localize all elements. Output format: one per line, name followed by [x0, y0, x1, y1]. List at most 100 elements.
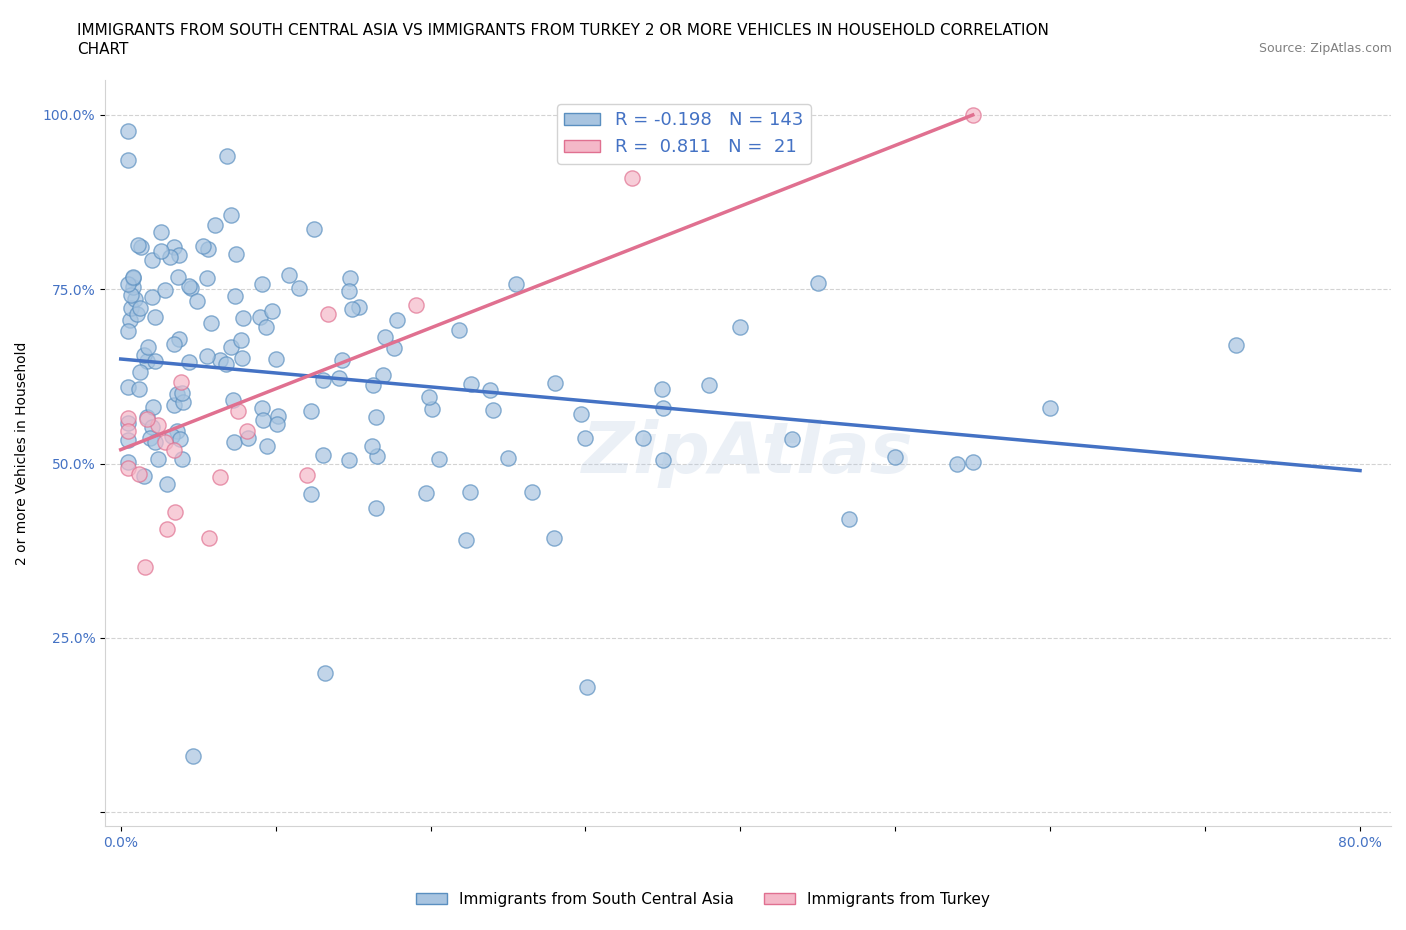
Point — [962, 108, 984, 123]
Point — [301, 404, 323, 418]
Point — [186, 294, 208, 309]
Point — [215, 149, 238, 164]
Point — [155, 434, 177, 449]
Point — [163, 504, 186, 519]
Point — [198, 530, 221, 545]
Point — [129, 300, 152, 315]
Point — [132, 347, 155, 362]
Point — [167, 270, 190, 285]
Point — [838, 512, 860, 526]
Point — [149, 244, 172, 259]
Point — [146, 418, 169, 432]
Point — [200, 315, 222, 330]
Point — [256, 438, 278, 453]
Point — [117, 415, 139, 430]
Point — [143, 434, 166, 449]
Point — [159, 250, 181, 265]
Point — [571, 406, 593, 421]
Point — [574, 431, 596, 445]
Point — [136, 353, 159, 368]
Point — [124, 291, 146, 306]
Point — [128, 467, 150, 482]
Point — [427, 452, 450, 467]
Point — [371, 367, 394, 382]
Y-axis label: 2 or more Vehicles in Household: 2 or more Vehicles in Household — [15, 341, 30, 565]
Point — [651, 453, 673, 468]
Point — [127, 237, 149, 252]
Point — [236, 423, 259, 438]
Point — [120, 287, 142, 302]
Point — [231, 351, 253, 365]
Point — [197, 242, 219, 257]
Point — [884, 449, 907, 464]
Point — [169, 432, 191, 446]
Point — [117, 460, 139, 475]
Point — [142, 399, 165, 414]
Point — [478, 383, 501, 398]
Point — [238, 431, 260, 445]
Point — [169, 375, 191, 390]
Point — [458, 485, 481, 499]
Point — [544, 376, 567, 391]
Point — [128, 381, 150, 396]
Point — [141, 419, 163, 434]
Point — [134, 560, 156, 575]
Point — [143, 310, 166, 325]
Point — [117, 379, 139, 394]
Point — [204, 218, 226, 232]
Point — [208, 352, 231, 367]
Text: IMMIGRANTS FROM SOUTH CENTRAL ASIA VS IMMIGRANTS FROM TURKEY 2 OR MORE VEHICLES : IMMIGRANTS FROM SOUTH CENTRAL ASIA VS IM… — [77, 23, 1049, 38]
Point — [136, 339, 159, 354]
Point — [631, 432, 654, 446]
Legend: Immigrants from South Central Asia, Immigrants from Turkey: Immigrants from South Central Asia, Immi… — [411, 886, 995, 913]
Point — [520, 485, 543, 500]
Point — [267, 408, 290, 423]
Text: CHART: CHART — [77, 42, 129, 57]
Point — [366, 448, 388, 463]
Point — [153, 283, 176, 298]
Point — [254, 320, 277, 335]
Point — [219, 340, 242, 355]
Point — [163, 443, 186, 458]
Point — [312, 373, 335, 388]
Point — [1039, 401, 1062, 416]
Point — [505, 276, 527, 291]
Point — [136, 409, 159, 424]
Point — [166, 424, 188, 439]
Point — [117, 424, 139, 439]
Point — [232, 311, 254, 325]
Point — [946, 456, 969, 471]
Point — [160, 429, 183, 444]
Point — [374, 329, 396, 344]
Point — [136, 411, 159, 426]
Point — [288, 280, 311, 295]
Point — [146, 451, 169, 466]
Point — [807, 275, 830, 290]
Point — [195, 349, 218, 364]
Point — [962, 455, 984, 470]
Point — [163, 337, 186, 352]
Point — [266, 417, 288, 432]
Point — [118, 312, 141, 327]
Point — [143, 354, 166, 369]
Point — [302, 221, 325, 236]
Point — [418, 390, 440, 405]
Point — [156, 522, 179, 537]
Point — [180, 281, 202, 296]
Point — [699, 378, 721, 392]
Point — [576, 679, 599, 694]
Point — [252, 413, 274, 428]
Point — [122, 270, 145, 285]
Point — [260, 303, 283, 318]
Point — [191, 239, 214, 254]
Text: ZipAtlas: ZipAtlas — [582, 418, 914, 487]
Point — [117, 153, 139, 167]
Point — [456, 532, 478, 547]
Point — [167, 331, 190, 346]
Point — [382, 340, 405, 355]
Point — [221, 207, 243, 222]
Point — [360, 439, 382, 454]
Point — [117, 455, 139, 470]
Point — [179, 354, 201, 369]
Point — [121, 271, 143, 286]
